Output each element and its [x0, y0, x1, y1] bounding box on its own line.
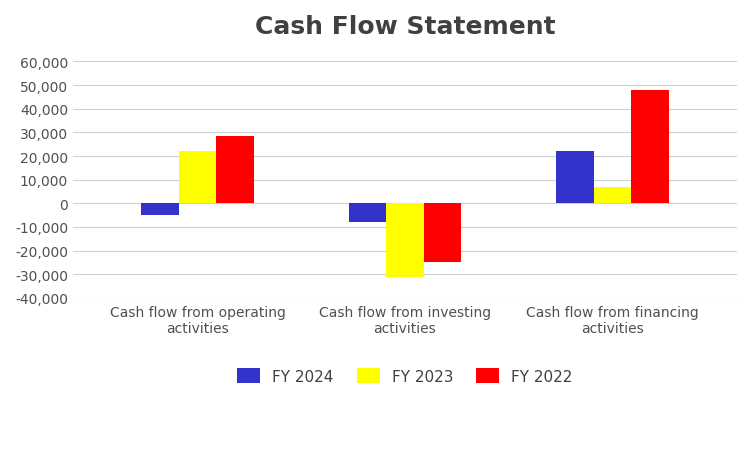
Bar — [631, 91, 669, 204]
Bar — [387, 204, 423, 277]
Bar — [423, 204, 461, 263]
Bar — [556, 152, 594, 204]
Bar — [141, 204, 179, 216]
Bar — [594, 187, 631, 204]
Bar — [349, 204, 387, 223]
Legend: FY 2024, FY 2023, FY 2022: FY 2024, FY 2023, FY 2022 — [229, 360, 581, 391]
Bar — [216, 137, 253, 204]
Title: Cash Flow Statement: Cash Flow Statement — [255, 15, 555, 39]
Bar — [179, 152, 216, 204]
